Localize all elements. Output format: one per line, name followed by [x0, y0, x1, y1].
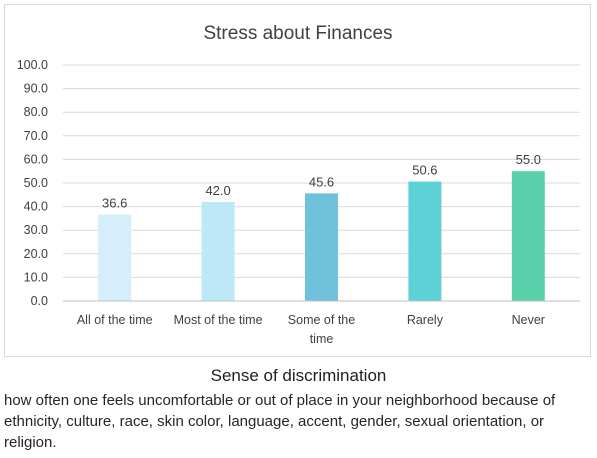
chart-frame: Stress about Finances 0.0 10.0 20.0 30.0 40.… [4, 4, 591, 357]
y-tick-label: 80.0 [24, 105, 48, 119]
y-tick-label: 0.0 [31, 294, 48, 308]
bar-value-label: 50.6 [412, 163, 437, 178]
bar-chart: Stress about Finances 0.0 10.0 20.0 30.0 40.… [17, 23, 580, 346]
y-tick-label: 10.0 [24, 270, 48, 284]
x-tick-label: Never [512, 313, 545, 327]
bar [511, 171, 545, 301]
x-tick-label: Some of the time [288, 313, 355, 346]
bar [201, 201, 235, 301]
chart-title: Stress about Finances [203, 23, 392, 44]
x-tick-label: Rarely [407, 313, 444, 327]
bar-value-label: 36.6 [102, 196, 127, 211]
caption-description: how often one feels uncomfortable or out… [4, 392, 556, 451]
y-tick-label: 50.0 [24, 176, 48, 190]
y-tick-label: 40.0 [24, 200, 48, 214]
bar [408, 181, 442, 301]
bar-value-label: 42.0 [205, 183, 230, 198]
bar-value-label: 55.0 [516, 152, 541, 167]
y-tick-label: 90.0 [24, 82, 48, 96]
y-tick-label: 100.0 [17, 58, 48, 72]
x-tick-label: All of the time [77, 313, 153, 327]
y-tick-label: 20.0 [24, 247, 48, 261]
y-tick-label: 70.0 [24, 129, 48, 143]
bar [98, 214, 132, 301]
y-tick-label: 60.0 [24, 152, 48, 166]
bar [305, 193, 338, 301]
caption-title: Sense of discrimination [210, 366, 387, 385]
bar-value-label: 45.6 [309, 174, 334, 189]
y-tick-label: 30.0 [24, 223, 48, 237]
x-tick-label: Most of the time [174, 313, 263, 327]
